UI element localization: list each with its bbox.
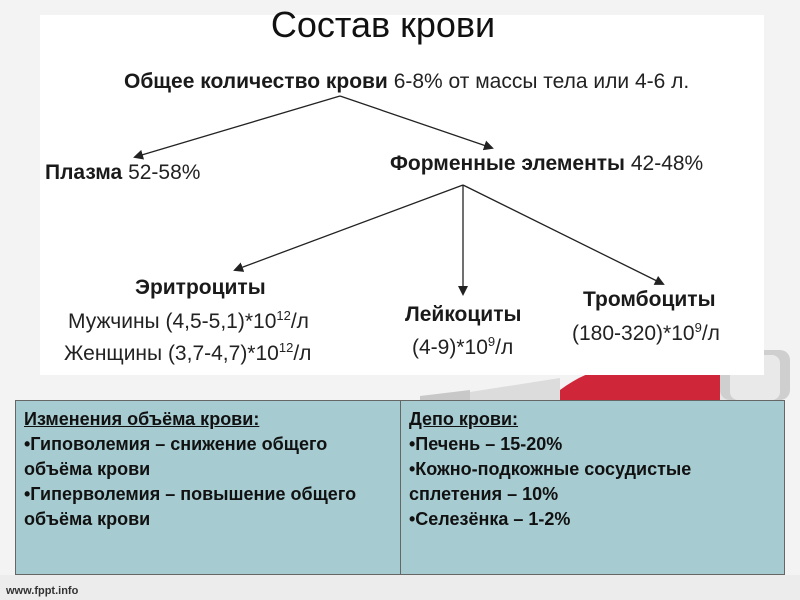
formed-elements-label: Форменные элементы (390, 152, 625, 175)
erythrocytes-women-exp: 12 (278, 340, 294, 355)
arrow-to-formed-elements (339, 95, 494, 151)
thrombocytes-exp: 9 (694, 320, 702, 335)
hypervolemia-item: •Гиперволемия – повышение общего объёма … (24, 484, 357, 529)
skin-vessels-item: •Кожно-подкожные сосудистые сплетения – … (409, 459, 692, 504)
arrow-to-erythrocytes (233, 184, 464, 272)
leukocytes-label: Лейкоциты (405, 303, 522, 326)
erythrocytes-label: Эритроциты (135, 276, 266, 299)
thrombocytes-unit: /л (701, 322, 720, 345)
page-title: Состав крови (270, 4, 496, 45)
hypovolemia-item: •Гиповолемия – снижение общего объёма кр… (24, 434, 328, 479)
spleen-item: •Селезёнка – 1-2% (409, 509, 571, 529)
erythrocytes-women-text: Женщины (3,7-4,7)*10 (64, 342, 279, 365)
blood-depot-cell: Депо крови: •Печень – 15-20% •Кожно-подк… (400, 401, 784, 574)
volume-changes-cell: Изменения объёма крови: •Гиповолемия – с… (16, 401, 400, 574)
plasma-label: Плазма (45, 161, 123, 184)
thrombocytes-label: Тромбоциты (583, 288, 716, 311)
liver-item: •Печень – 15-20% (409, 434, 563, 454)
footer-url[interactable]: www.fppt.info (6, 585, 79, 597)
formed-elements-value: 42-48% (630, 152, 704, 175)
volume-changes-heading: Изменения объёма крови: (24, 409, 260, 429)
arrow-to-thrombocytes (462, 184, 665, 285)
total-volume-value: 6-8% от массы тела или 4-6 л. (393, 70, 690, 93)
erythrocytes-men-exp: 12 (276, 308, 291, 323)
erythrocytes-men-text: Мужчины (4,5-5,1)*10 (68, 310, 277, 333)
erythrocytes-men-unit: /л (290, 310, 309, 333)
leukocytes-exp: 9 (487, 334, 496, 349)
total-volume-label: Общее количество крови (124, 70, 388, 93)
leukocytes-value-text: (4-9)*10 (412, 336, 488, 359)
thrombocytes-value: (180-320)*109/л (572, 320, 720, 346)
plasma-value: 52-58% (128, 161, 201, 184)
erythrocytes-women: Женщины (3,7-4,7)*1012/л (64, 340, 312, 366)
formed-elements-node: Форменные элементы 42-48% (390, 152, 703, 176)
blood-depot-heading: Депо крови: (409, 409, 519, 429)
arrow-to-plasma (133, 95, 341, 160)
diagram-panel (40, 15, 764, 375)
thrombocytes-value-text: (180-320)*10 (572, 322, 695, 345)
info-table: Изменения объёма крови: •Гиповолемия – с… (15, 400, 785, 575)
leukocytes-value: (4-9)*109/л (412, 334, 514, 360)
plasma-node: Плазма 52-58% (45, 161, 200, 185)
leukocytes-unit: /л (495, 336, 514, 359)
total-volume-line: Общее количество крови 6-8% от массы тел… (124, 70, 689, 94)
erythrocytes-women-unit: /л (293, 342, 312, 365)
erythrocytes-men: Мужчины (4,5-5,1)*1012/л (68, 308, 309, 334)
